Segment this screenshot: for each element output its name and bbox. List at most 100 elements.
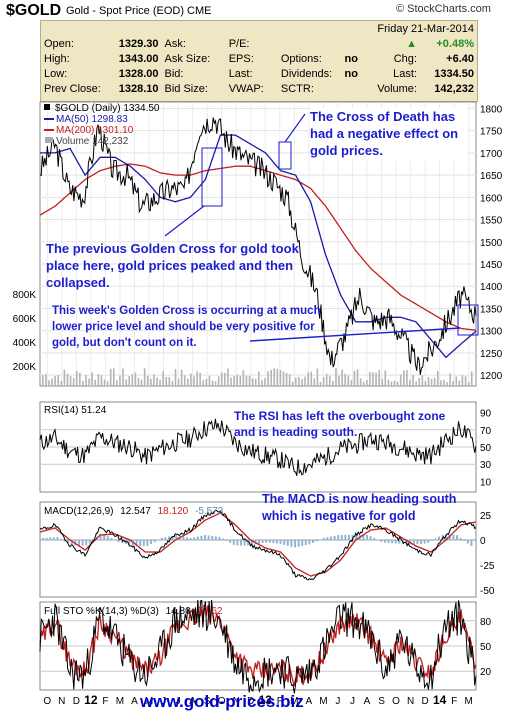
stochastic-k-line: [39, 596, 477, 694]
last-label: Last:: [228, 67, 253, 80]
volume-y-tick-label: 600K: [13, 314, 37, 325]
volume-bar: [390, 381, 393, 386]
volume-bar: [177, 378, 180, 386]
volume-bar: [211, 380, 214, 386]
volume-bar: [285, 373, 288, 386]
macd-histogram-bar: [153, 540, 156, 543]
volume-bar: [332, 380, 334, 386]
volume-bar: [162, 371, 164, 386]
volume-bar: [384, 370, 387, 386]
macd-histogram-bar: [142, 540, 145, 547]
volume-bar: [267, 371, 269, 386]
macd-histogram-bar: [175, 535, 178, 541]
price-y-tick-label: 1400: [480, 282, 503, 293]
macd-histogram-bar: [286, 540, 289, 546]
macd-histogram-bar: [103, 534, 106, 541]
volume-bar: [131, 374, 134, 386]
golden-cross-now-box: [457, 304, 479, 336]
volume-bar: [347, 375, 350, 386]
volume-bar: [427, 377, 430, 386]
volume-bar: [372, 372, 374, 386]
macd-histogram-bar: [106, 536, 109, 541]
ask-value: [219, 36, 226, 51]
x-axis-tick-label: A: [131, 696, 138, 707]
x-axis-tick-label: F: [102, 696, 108, 707]
volume-bar: [295, 377, 297, 386]
x-axis-tick-label: N: [233, 696, 240, 707]
x-axis-tick-label: M: [145, 696, 153, 707]
macd-histogram-bar: [322, 537, 325, 541]
chg-value: +6.40: [446, 52, 474, 65]
instrument-description: Gold - Spot Price (EOD) CME: [66, 5, 212, 17]
macd-histogram-bar: [240, 540, 242, 546]
volume-bar: [94, 379, 97, 386]
stochastic-panel: 20 50 80 Full STO %K(14,3) %D(3) 14.80 27.…: [0, 596, 521, 712]
volume-bar: [159, 379, 161, 386]
macd-histogram-bar: [412, 540, 415, 545]
volume-bar: [341, 369, 343, 386]
macd-histogram-bar: [211, 535, 214, 541]
volume-bar: [258, 371, 260, 386]
volume-bar: [180, 369, 183, 386]
high-value: 1343.00: [118, 52, 159, 65]
price-y-tick-label: 1750: [480, 127, 503, 138]
macd-histogram-bar: [265, 540, 268, 543]
price-y-tick-label: 1350: [480, 304, 503, 315]
stochastic-legend-name: Full STO %K(14,3) %D(3): [44, 606, 159, 617]
macd-histogram-bar: [330, 536, 332, 541]
volume-bar: [288, 374, 291, 386]
price-legend: $GOLD (Daily) 1334.50 MA(50) 1298.83 MA(…: [44, 103, 160, 147]
rsi-y-tick-label: 30: [480, 460, 492, 471]
macd-histogram-bar: [405, 540, 408, 545]
volume-bar: [79, 372, 81, 386]
price-legend-main: $GOLD (Daily) 1334.50: [55, 103, 160, 114]
macd-histogram-bar: [49, 537, 52, 541]
volume-bar: [430, 378, 433, 386]
macd-histogram-bar: [114, 539, 116, 541]
ticker-symbol: $GOLD: [6, 2, 62, 19]
options-value: no: [344, 52, 358, 65]
macd-histogram-bar: [369, 536, 372, 541]
prev-close-value: 1328.10: [118, 82, 159, 95]
volume-bar: [205, 378, 208, 386]
chg-label: Chg:: [393, 52, 417, 65]
volume-bar: [375, 372, 377, 386]
price-y-tick-label: 1650: [480, 171, 503, 182]
ask-size-label: Ask Size:: [164, 52, 211, 65]
volume-bar: [97, 374, 100, 386]
volume-bar: [338, 375, 340, 386]
volume-bar: [381, 378, 384, 386]
macd-histogram-bar: [182, 536, 185, 541]
macd-y-tick-label: 0: [480, 536, 486, 547]
volume-bar: [467, 381, 470, 386]
macd-signal-line: [39, 512, 477, 577]
golden-cross-prev-box: [201, 147, 223, 207]
volume-bar: [403, 370, 405, 386]
volume-bar: [146, 375, 149, 386]
macd-histogram-bar: [326, 537, 329, 541]
macd-histogram-bar: [272, 540, 275, 544]
macd-histogram-bar: [117, 540, 120, 542]
rsi-y-tick-label: 90: [480, 409, 492, 420]
macd-histogram-bar: [164, 537, 167, 541]
stochastic-legend-d: 27.62: [197, 606, 222, 617]
x-axis-tick-label: J: [176, 696, 181, 707]
stochastic-y-tick-label: 50: [480, 642, 492, 653]
death-cross-annotation: The Cross of Death has had a negative ef…: [310, 108, 468, 159]
volume-bar: [387, 379, 390, 386]
macd-histogram-bar: [312, 540, 314, 543]
volume-bar: [60, 380, 63, 386]
x-axis-tick-label: M: [465, 696, 473, 707]
macd-histogram-bar: [294, 540, 296, 548]
price-panel: 1200 1250 1300 1350 1400 1450 1500 1550 1600 1650…: [0, 100, 521, 390]
x-axis-tick-label: M: [116, 696, 124, 707]
x-axis-tick-label: J: [350, 696, 355, 707]
volume-bar: [335, 368, 337, 386]
macd-histogram-bar: [67, 540, 70, 544]
macd-line: [39, 509, 477, 581]
macd-legend-v2: 18.120: [158, 506, 189, 517]
macd-histogram-bar: [463, 540, 466, 541]
volume-bar: [150, 378, 152, 386]
x-axis-tick-label: M: [290, 696, 298, 707]
volume-bar: [100, 375, 103, 386]
